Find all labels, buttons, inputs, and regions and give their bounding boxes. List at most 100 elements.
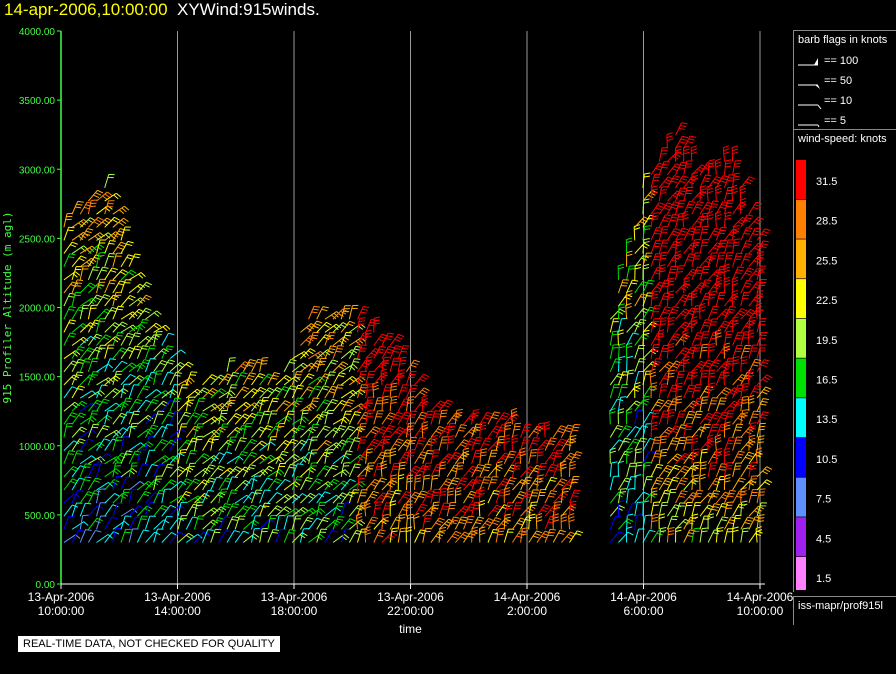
wind-barb-flag [347,437,354,441]
wind-barb-staff [430,517,440,530]
wind-barb-staff [405,449,410,464]
wind-barb-flag [96,333,103,337]
wind-barb-flag [483,417,490,420]
wind-barb-flag [750,467,757,470]
wind-barb-flag [706,210,713,214]
wind-barb-flag [151,463,158,467]
wind-barb-flag [701,349,708,352]
wind-barb-flag [330,401,337,405]
wind-barb-flag [247,377,254,381]
wind-barb-staff [560,531,571,543]
wind-barb-staff [658,214,666,228]
wind-barb-flag [672,335,679,339]
wind-barb-flag [658,398,665,402]
wind-barb-staff [120,397,127,412]
wind-barb-flag [717,527,724,530]
wind-barb-staff [683,160,688,175]
wind-barb-flag [724,427,731,431]
wind-barb-flag [670,390,677,393]
wind-barb-staff [63,241,73,254]
wind-barb-staff [234,466,246,478]
wind-barb-staff [88,216,99,228]
wind-barb-flag [673,467,680,471]
wind-barb-staff [194,453,205,465]
wind-barb-flag [680,352,687,356]
wind-barb-flag [670,206,678,210]
wind-barb-staff [145,492,156,504]
wind-barb-staff [324,442,337,452]
wind-barb-staff [234,494,248,504]
wind-barb-staff [348,345,357,359]
wind-barb-flag [733,400,740,405]
wind-barb-flag [713,331,720,334]
wind-barb-flag [643,398,650,401]
wind-barb-flag [316,320,323,324]
wind-barb-flag [115,375,121,380]
wind-barb-flag [380,494,387,499]
wind-barb-flag [255,492,262,494]
wind-barb-staff [748,505,759,517]
wind-barb-flag [480,424,487,428]
wind-barb-staff [169,428,182,438]
wind-barb-flag [532,439,539,442]
wind-barb-staff [153,410,159,425]
wind-barb-staff [226,357,231,372]
wind-barb-staff [683,293,690,307]
wind-barb-flag [395,489,402,492]
wind-barb-flag [408,422,415,425]
wind-barb-staff [153,348,164,360]
wind-barb-flag [294,481,301,486]
wind-barb-staff [536,475,539,491]
wind-barb-flag [704,177,711,180]
wind-barb-flag [232,516,239,519]
wind-barb-staff [406,359,415,373]
wind-barb-staff [699,515,705,530]
wind-barb-flag [301,457,307,463]
wind-barb-flag [188,532,194,537]
wind-barb-flag [729,436,736,439]
wind-barb-staff [658,239,664,254]
wind-barb-staff [136,449,141,464]
wind-barb-flag [359,317,366,320]
wind-barb-flag [690,145,697,149]
wind-barb-flag [544,530,551,534]
wind-barb-staff [161,332,169,346]
wind-barb-flag [390,474,398,477]
wind-barb-flag [682,227,689,231]
wind-barb-flag [68,515,75,518]
wind-barb-flag [476,466,483,469]
wind-barb-staff [422,411,429,425]
wind-barb-flag [708,159,716,162]
wind-barb-flag [272,374,279,378]
wind-barb-flag [729,305,737,308]
wind-barb-flag [746,279,753,282]
wind-barb-staff [642,423,647,438]
wind-barb-flag [618,531,625,535]
wind-barb-flag [135,450,142,453]
wind-barb-staff [698,305,701,320]
wind-barb-flag [117,502,124,505]
wind-barb-flag [701,527,709,530]
wind-barb-flag [240,374,247,377]
wind-barb-flag [658,335,665,339]
wind-barb-flag [313,388,320,391]
wind-barb-flag [649,529,656,533]
wind-barb-flag [344,533,350,539]
wind-barb-flag [726,465,733,467]
wind-barb-staff [422,450,428,464]
wind-barb-staff [691,226,696,241]
wind-barb-flag [467,443,474,446]
wind-barb-staff [732,173,735,188]
wind-barb-staff [699,528,703,543]
wind-barb-flag [744,272,751,276]
wind-barb-flag [641,257,648,261]
wind-barb-staff [96,363,109,373]
wind-barb-flag [663,181,670,185]
wind-barb-flag [114,216,120,221]
wind-barb-flag [387,427,394,431]
wind-barb-flag [361,364,368,368]
wind-barb-staff [153,390,166,399]
wind-barb-flag [651,424,658,428]
wind-barb-flag [661,386,668,388]
wind-barb-staff [520,436,525,451]
